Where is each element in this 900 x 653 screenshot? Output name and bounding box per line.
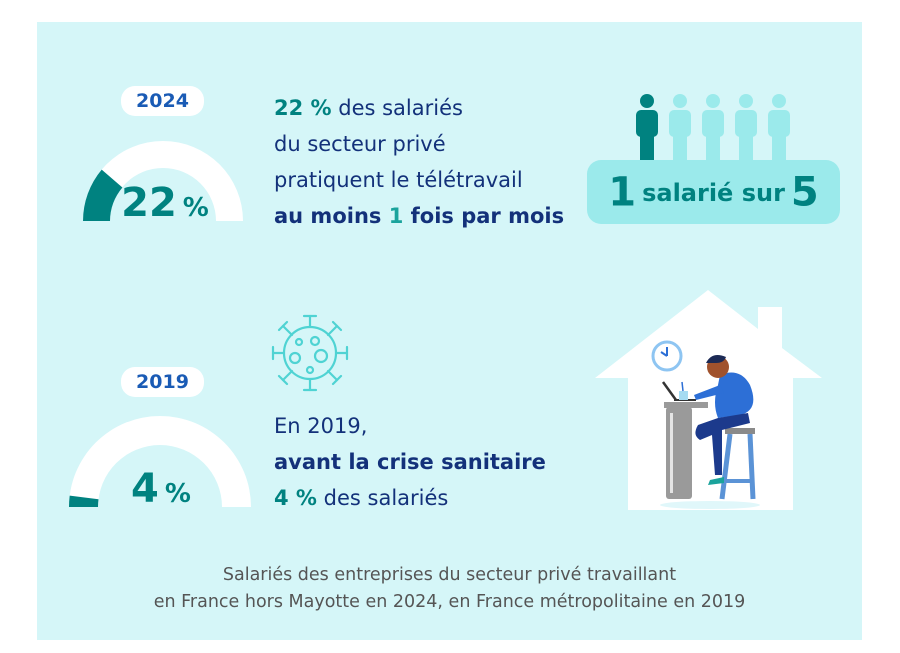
gauge-value-2019: 4% [131, 466, 191, 512]
person-icons-muted [669, 94, 790, 161]
gauge-2019 [68, 416, 251, 507]
year-badge-2019: 2019 [121, 367, 204, 397]
ratio-badge: 1 salarié sur 5 [587, 160, 840, 224]
person-icon-highlighted [636, 94, 658, 161]
gauge-2024 [83, 141, 243, 221]
clock-icon [651, 340, 683, 372]
text-2024: 22 % des salariés du secteur privé prati… [274, 96, 565, 228]
year-badge-2024: 2024 [121, 86, 204, 116]
home-worker-illustration [595, 290, 822, 510]
gauge-value-2024: 22% [121, 180, 209, 226]
virus-icon [271, 314, 349, 392]
people-icons [636, 94, 790, 161]
source-caption: Salariés des entreprises du secteur priv… [153, 565, 746, 612]
text-2019: En 2019, avant la crise sanitaire 4 % de… [274, 414, 546, 510]
